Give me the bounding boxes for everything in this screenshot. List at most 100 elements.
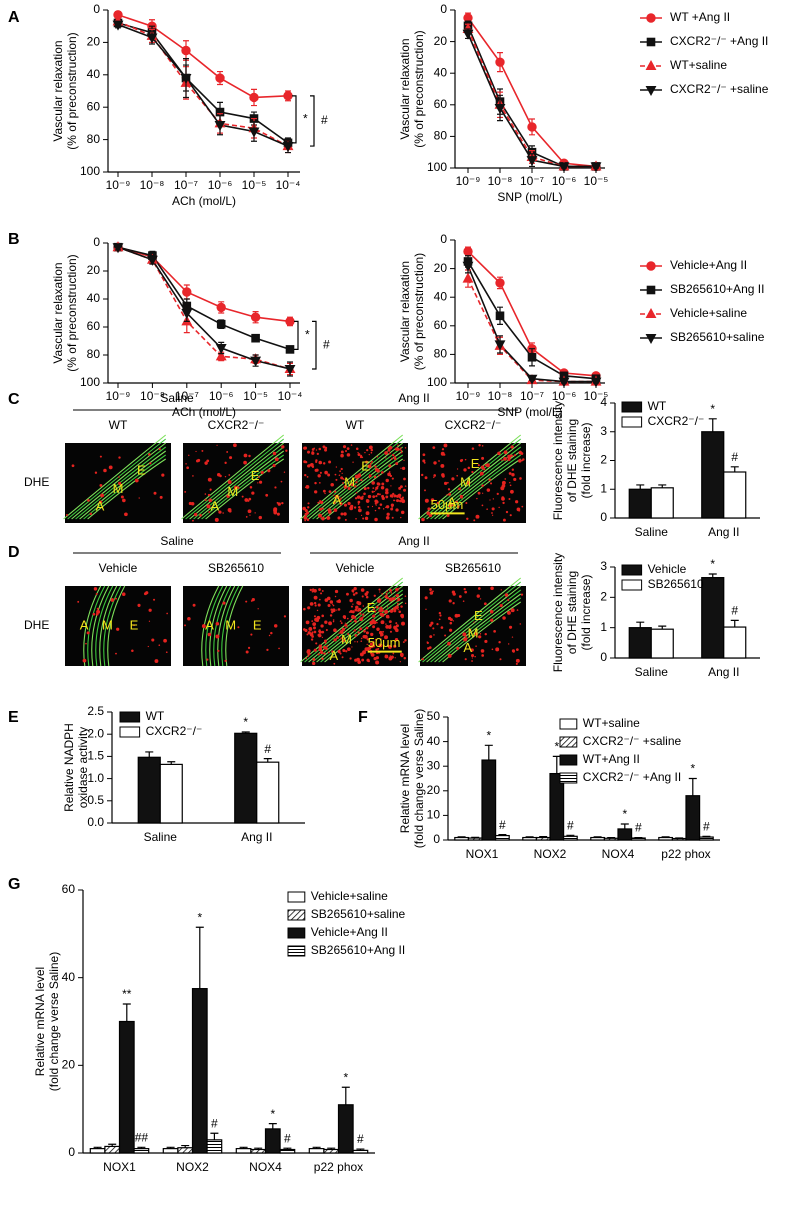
- stain-dot: [85, 642, 87, 645]
- stain-dot: [448, 599, 452, 603]
- y-tick-label: 2: [600, 590, 607, 604]
- bar: [723, 626, 747, 659]
- stain-dot: [500, 486, 505, 491]
- stain-dot: [381, 471, 384, 474]
- stain-dot: [447, 653, 452, 658]
- stain-dot: [388, 471, 391, 473]
- stain-dot: [344, 479, 346, 481]
- y-tick-label: 3: [600, 559, 607, 573]
- stain-dot: [484, 464, 487, 467]
- stain-dot: [475, 514, 480, 519]
- legend-swatch: [621, 416, 643, 428]
- stain-dot: [491, 512, 493, 514]
- stain-dot: [388, 620, 392, 624]
- stain-dot: [335, 466, 338, 468]
- stain-dot: [236, 486, 240, 489]
- tissue: [300, 434, 407, 522]
- stain-dot: [354, 641, 356, 643]
- stain-dot: [321, 657, 324, 660]
- y-tick-label: 0.5: [87, 793, 104, 807]
- x-tick-label: Saline: [635, 665, 669, 679]
- stain-dot: [394, 499, 396, 502]
- layer-label: A: [210, 498, 219, 513]
- x-tick-label: Ang II: [241, 830, 272, 844]
- elastic-lamina: [438, 454, 522, 520]
- stain-dot: [452, 602, 455, 605]
- elastic-lamina: [205, 585, 224, 667]
- error-bar: [688, 777, 697, 796]
- stain-dot: [360, 637, 363, 640]
- x-tick-label: NOX2: [534, 847, 567, 861]
- stain-dot: [387, 616, 390, 619]
- stain-dot: [260, 470, 264, 475]
- stain-dot: [388, 452, 391, 455]
- elastic-lamina: [434, 593, 522, 663]
- stain-dot: [315, 460, 318, 463]
- tissue: [63, 434, 167, 520]
- legend-swatch: [119, 711, 141, 723]
- marker: [558, 162, 570, 173]
- stain-dot: [444, 634, 447, 637]
- stain-dot: [120, 495, 124, 499]
- stain-dot: [385, 505, 390, 509]
- annotation: *: [305, 328, 310, 342]
- marker: [495, 278, 505, 288]
- panel-letter: D: [8, 544, 20, 561]
- stain-dot: [87, 499, 90, 502]
- elastic-lamina: [185, 438, 285, 520]
- y-axis-label: Vascular relaxation: [51, 262, 65, 363]
- series-line: [117, 22, 289, 144]
- y-tick-label: 100: [80, 375, 100, 389]
- stain-dot: [316, 609, 319, 612]
- stain-dot: [310, 638, 314, 641]
- stain-dot: [388, 645, 392, 649]
- stain-dot: [188, 454, 190, 457]
- stain-dot: [359, 496, 364, 500]
- layer-label: E: [474, 608, 483, 623]
- stain-dot: [339, 502, 343, 506]
- stain-dot: [311, 635, 314, 638]
- stain-dot: [303, 607, 306, 611]
- stain-dot: [361, 595, 364, 598]
- stain-dot: [362, 605, 365, 607]
- stain-dot: [375, 648, 378, 651]
- significance: *: [270, 1107, 275, 1121]
- stain-dot: [421, 473, 424, 477]
- stain-dot: [337, 516, 341, 520]
- stain-dot: [187, 616, 191, 621]
- y-tick-label: 20: [434, 34, 448, 48]
- marker: [215, 350, 227, 361]
- stain-dot: [424, 596, 428, 600]
- stain-dot: [354, 658, 358, 662]
- x-tick-label: p22 phox: [661, 847, 710, 861]
- y-axis-label: Vascular relaxation: [398, 38, 412, 139]
- stain-dot: [147, 645, 149, 648]
- stain-dot: [482, 492, 484, 494]
- marker: [646, 37, 656, 47]
- x-tick-label: Ang II: [708, 665, 739, 679]
- stain-dot: [428, 513, 433, 518]
- stain-dot: [507, 610, 511, 615]
- x-tick-label: 10⁻⁴: [278, 389, 303, 403]
- stain-dot: [452, 592, 456, 596]
- stain-dot: [469, 628, 472, 631]
- legend-swatch: [621, 564, 643, 576]
- significance: ##: [135, 1130, 149, 1144]
- stain-dot: [375, 504, 377, 506]
- stain-dot: [355, 591, 358, 595]
- error-bar: [210, 1132, 219, 1140]
- stain-dot: [502, 501, 505, 505]
- marker: [645, 307, 657, 318]
- bar: [337, 1104, 354, 1154]
- stain-dot: [403, 459, 405, 462]
- stain-dot: [395, 588, 399, 592]
- bar: [671, 837, 687, 841]
- y-tick-label: 0: [93, 235, 100, 249]
- x-tick-label: 10⁻⁹: [106, 389, 131, 403]
- marker: [250, 312, 261, 322]
- stain-dot: [449, 621, 453, 625]
- stain-dot: [421, 517, 425, 522]
- stain-dot: [460, 458, 464, 462]
- y-tick-label: 40: [87, 67, 101, 81]
- stain-dot: [145, 591, 149, 595]
